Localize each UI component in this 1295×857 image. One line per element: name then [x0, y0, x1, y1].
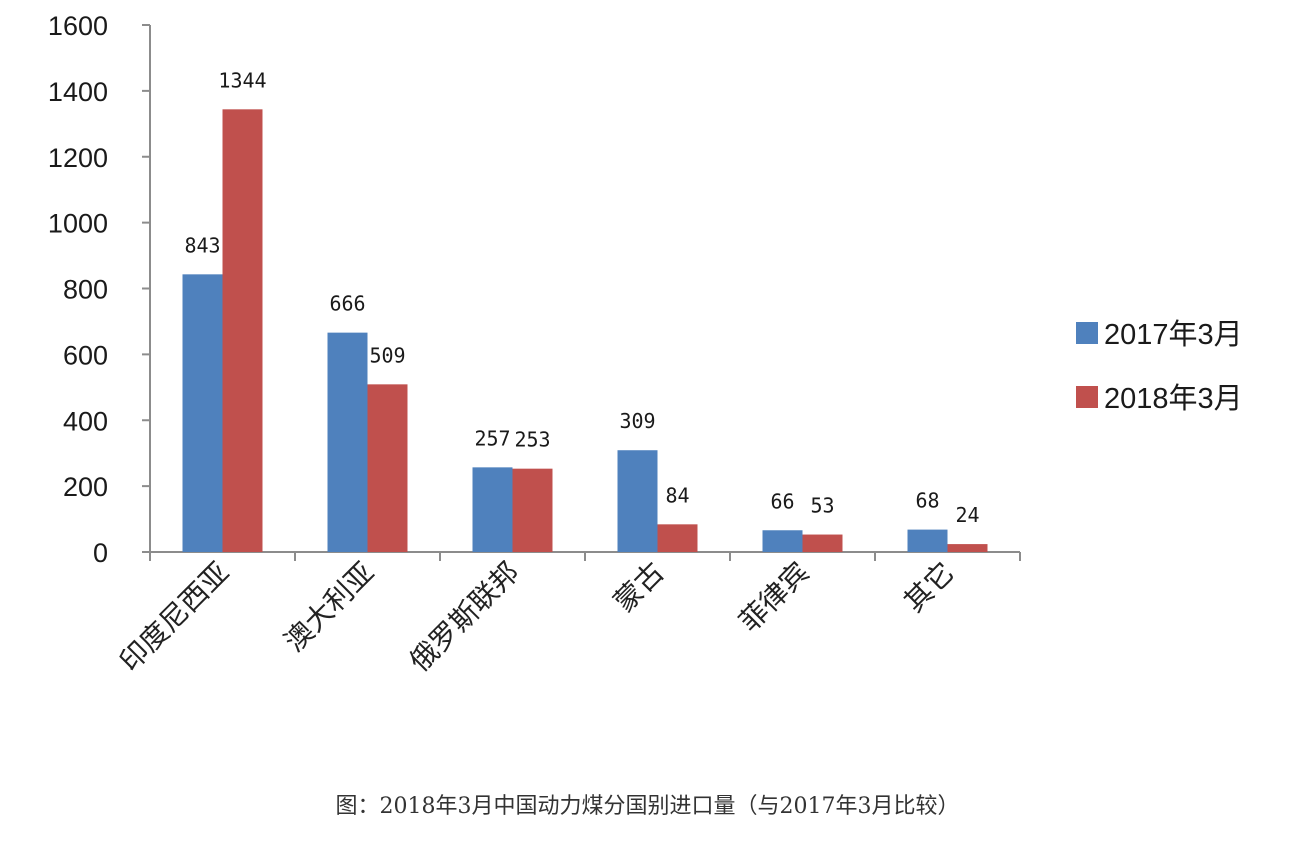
- y-tick-label: 1000: [48, 209, 108, 239]
- data-label: 84: [665, 483, 689, 507]
- y-tick-label: 400: [63, 406, 108, 436]
- category-label: 澳大利亚: [278, 556, 381, 659]
- y-tick-label: 200: [63, 472, 108, 502]
- y-tick-label: 600: [63, 340, 108, 370]
- bar-2018: [947, 544, 988, 552]
- bar-2018: [222, 109, 263, 552]
- category-label: 蒙古: [608, 556, 671, 619]
- category-label: 俄罗斯联邦: [403, 556, 525, 678]
- category-label: 菲律宾: [733, 556, 816, 639]
- data-label: 253: [514, 428, 550, 452]
- data-label: 843: [184, 233, 220, 257]
- bar-2018: [657, 524, 698, 552]
- figure-caption: 图：2018年3月中国动力煤分国别进口量（与2017年3月比较）: [335, 794, 960, 819]
- bar-2017: [907, 529, 948, 552]
- bar-2018: [802, 534, 843, 552]
- data-label: 309: [619, 409, 655, 433]
- bar-2018: [512, 468, 553, 552]
- y-tick-label: 1400: [48, 77, 108, 107]
- data-label: 66: [770, 489, 794, 513]
- bar-2017: [617, 450, 658, 552]
- bar-2017: [762, 530, 803, 552]
- data-label: 509: [369, 343, 405, 367]
- y-tick-label: 800: [63, 275, 108, 305]
- bar-2017: [327, 332, 368, 552]
- bar-2017: [182, 274, 223, 552]
- bar-2018: [367, 384, 408, 552]
- data-label: 257: [474, 426, 510, 450]
- legend-swatch: [1076, 322, 1098, 344]
- category-label: 其它: [898, 556, 961, 619]
- data-label: 24: [955, 503, 979, 527]
- legend-label: 2018年3月: [1104, 382, 1243, 415]
- data-label: 68: [915, 489, 939, 513]
- y-tick-label: 1200: [48, 143, 108, 173]
- data-label: 1344: [218, 68, 266, 92]
- y-tick-label: 0: [93, 538, 108, 568]
- legend-swatch: [1076, 386, 1098, 408]
- y-tick-label: 1600: [48, 11, 108, 41]
- legend-label: 2017年3月: [1104, 318, 1243, 351]
- bar-2017: [472, 467, 513, 552]
- data-label: 666: [329, 292, 365, 316]
- category-label: 印度尼西亚: [113, 556, 235, 678]
- data-label: 53: [810, 494, 834, 518]
- bar-chart: 0 200 400 600 800 1000 1200 1400 1600 843 1344 印度尼西…: [48, 11, 1243, 678]
